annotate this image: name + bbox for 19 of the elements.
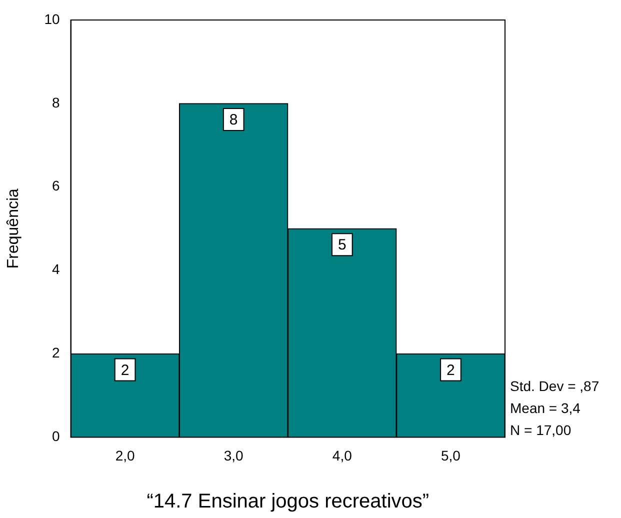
data-label: 5 [338, 236, 346, 254]
data-label: 8 [229, 112, 238, 129]
y-tick-label: 10 [44, 10, 60, 27]
data-label: 2 [446, 362, 455, 379]
text: N = 17,00 [510, 422, 572, 438]
x-tick-label: 3,0 [224, 447, 244, 464]
x-tick-label: 2,0 [115, 447, 135, 464]
y-tick-label: 6 [52, 178, 60, 194]
y-tick-label: 2 [52, 344, 60, 361]
x-tick-label: 5,0 [440, 447, 461, 464]
data-label: 2 [120, 362, 130, 379]
y-tick-label: 0 [52, 428, 60, 444]
y-tick-label: 4 [52, 261, 60, 278]
y-tick-label: 8 [52, 94, 60, 110]
text: Mean = 3,4 [510, 400, 581, 416]
y-axis-title: Frequência [5, 188, 22, 269]
text: Std. Dev = ,87 [510, 378, 600, 394]
x-axis-title: “14.7 Ensinar jogos recreativos” [146, 490, 430, 513]
x-tick-label: 4,0 [332, 447, 352, 464]
